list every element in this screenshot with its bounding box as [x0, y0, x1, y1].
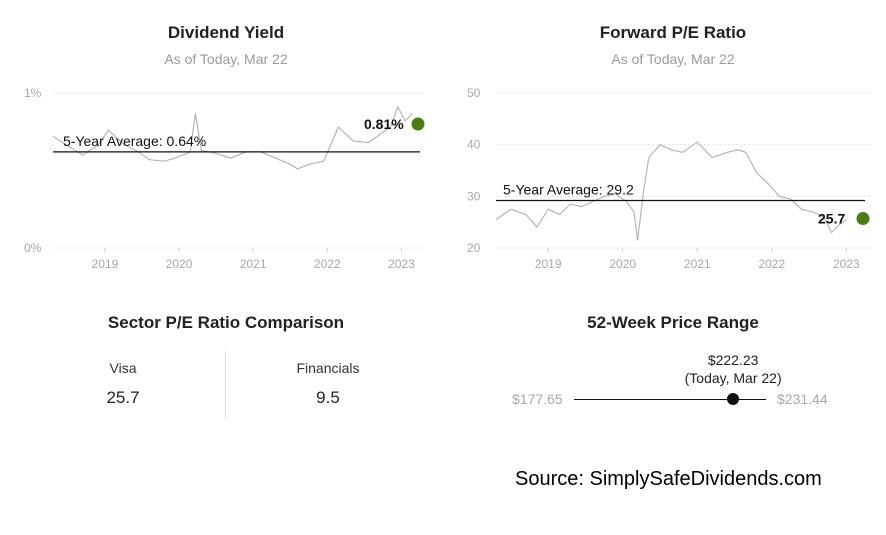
- forward-pe-current-label: 25.7: [818, 211, 845, 227]
- forward-pe-y-tick-label: 50: [467, 86, 481, 100]
- dividend-yield-y-tick-label: 1%: [24, 86, 42, 100]
- sector-item-financials: Financials 9.5: [258, 360, 398, 408]
- sector-item-value: 25.7: [106, 388, 140, 407]
- forward-pe-y-tick-label: 40: [467, 138, 481, 152]
- forward-pe-average-label: 5-Year Average: 29.2: [503, 181, 634, 197]
- dividend-yield-chart: 1% 0% 2019 2020 2021 2022 2023 5-Year Average: …: [24, 86, 425, 271]
- price-range-current-label: $222.23 (Today, Mar 22): [663, 351, 803, 387]
- dividend-yield-current-label: 0.81%: [364, 116, 404, 132]
- dividend-yield-current-marker: [411, 117, 425, 131]
- price-range-current-note: (Today, Mar 22): [684, 370, 782, 386]
- dividend-yield-x-tick-label: 2023: [388, 257, 415, 271]
- price-range-low: $177.65: [512, 391, 563, 407]
- dividend-yield-x-tick-label: 2021: [240, 257, 267, 271]
- dividend-yield-series-line: [52, 105, 414, 170]
- sector-pe-panel: Sector P/E Ratio Comparison Visa 25.7 Fi…: [20, 305, 432, 435]
- forward-pe-current-marker: [856, 212, 870, 226]
- forward-pe-panel: Forward P/E Ratio As of Today, Mar 22 50…: [463, 18, 883, 280]
- sector-divider: [225, 351, 226, 419]
- forward-pe-x-tick-label: 2019: [535, 257, 562, 271]
- price-range-panel: 52-Week Price Range $222.23 (Today, Mar …: [463, 305, 883, 435]
- forward-pe-title: Forward P/E Ratio: [599, 23, 747, 42]
- price-range-title: 52-Week Price Range: [587, 313, 759, 332]
- forward-pe-x-tick-label: 2020: [609, 257, 636, 271]
- sector-item-visa: Visa 25.7: [53, 360, 193, 408]
- forward-pe-x-tick-label: 2023: [833, 257, 860, 271]
- forward-pe-series-line: [495, 141, 847, 241]
- dividend-yield-title: Dividend Yield: [167, 23, 285, 42]
- forward-pe-subtitle: As of Today, Mar 22: [611, 51, 735, 67]
- dividend-yield-y-tick-label: 0%: [24, 241, 42, 255]
- forward-pe-chart: 50 40 30 20 2019 2020 2021 2022 2023 5-Year Avera…: [467, 86, 870, 271]
- price-range-marker: [727, 393, 740, 405]
- sector-pe-title: Sector P/E Ratio Comparison: [107, 313, 345, 332]
- sector-item-name: Visa: [109, 360, 137, 376]
- dividend-yield-x-tick-label: 2022: [314, 257, 341, 271]
- price-range-track: [574, 399, 766, 400]
- dividend-yield-x-tick-label: 2019: [92, 257, 119, 271]
- forward-pe-x-tick-label: 2022: [758, 257, 785, 271]
- price-range-current-value: $222.23: [707, 352, 759, 368]
- price-range-high: $231.44: [777, 391, 828, 407]
- dividend-yield-x-tick-label: 2020: [166, 257, 193, 271]
- dividend-yield-average-label: 5-Year Average: 0.64%: [63, 133, 206, 149]
- forward-pe-y-tick-label: 20: [467, 241, 481, 255]
- dividend-yield-panel: Dividend Yield As of Today, Mar 22 1% 0% 2…: [20, 18, 432, 280]
- source-note: Source: SimplySafeDividends.com: [515, 468, 822, 490]
- forward-pe-y-tick-label: 30: [467, 189, 481, 203]
- dividend-yield-subtitle: As of Today, Mar 22: [164, 51, 288, 67]
- sector-item-value: 9.5: [316, 388, 340, 407]
- forward-pe-x-tick-label: 2021: [684, 257, 711, 271]
- sector-item-name: Financials: [296, 360, 360, 376]
